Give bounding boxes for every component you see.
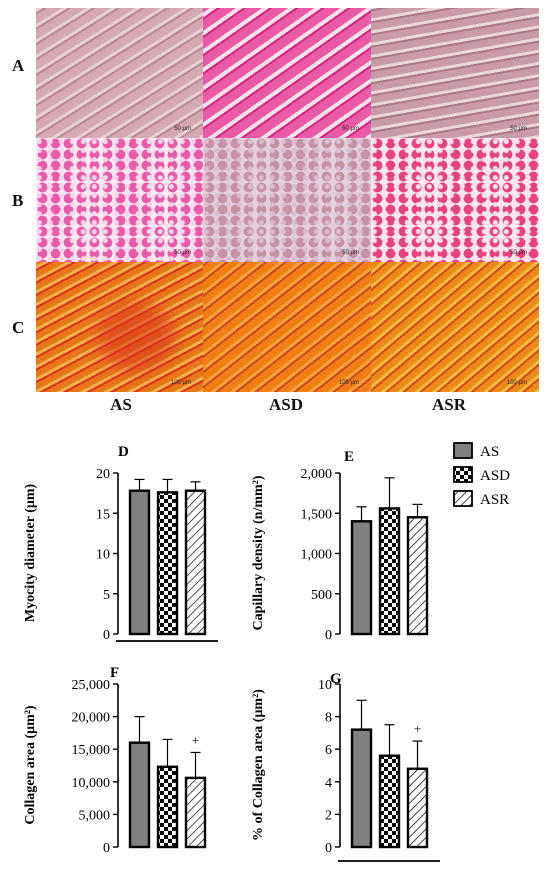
scale-bar-label: 50 μm [510, 250, 527, 256]
y-tick-label: 20,000 [72, 711, 111, 726]
y-tick-label: 8 [325, 711, 332, 726]
bar-asr [406, 767, 429, 849]
panel-label: G [330, 671, 342, 687]
micrograph-he-cross-asr: 50 μm [371, 138, 539, 262]
y-tick-label: 500 [311, 588, 332, 603]
chart-f: F 0 5,000 10,000 15,000 20,000 25,000 Collagen … [23, 640, 218, 856]
scale-bar-label: 50 μm [174, 126, 191, 132]
micrograph-picrosirius-as: 100 μm [36, 262, 203, 392]
significance-marker: + [192, 732, 199, 747]
y-tick-label: 10 [318, 678, 332, 693]
bar-as [128, 489, 151, 636]
chart-e: E 0 500 1,000 1,500 2,000 Capillary density (n… [251, 449, 440, 862]
scale-bar-label: 50 μm [342, 250, 359, 256]
y-tick-label: 6 [325, 743, 332, 758]
panel-label: D [118, 444, 129, 460]
scale-bar-label: 50 μm [510, 126, 527, 132]
row-label-a: A [12, 56, 25, 75]
y-tick-label: 15 [96, 507, 110, 522]
micrograph-picrosirius-asr: 100 μm [371, 262, 539, 392]
micrograph-he-long-asr: 50 μm [371, 8, 539, 138]
bar-as [128, 741, 151, 849]
y-tick-label: 10,000 [72, 776, 111, 791]
y-tick-label: 10 [96, 548, 110, 563]
legend-swatch-asr [453, 490, 473, 507]
legend-label-asd: ASD [480, 468, 510, 484]
legend-swatch-as [453, 442, 473, 459]
y-tick-label: 4 [325, 776, 332, 791]
y-tick-label: 0 [325, 841, 332, 856]
bar-asr [184, 489, 207, 636]
bar-asr [184, 776, 207, 849]
row-label-b: B [12, 191, 24, 210]
bar-asd [378, 507, 401, 636]
micrograph-he-long-asd: 50 μm [203, 8, 371, 138]
bar-asd [156, 491, 179, 636]
y-tick-label: 5 [103, 588, 110, 603]
legend-label-as: AS [480, 444, 499, 460]
y-tick-label: 5,000 [79, 808, 111, 823]
micrograph-he-cross-as: 50 μm [36, 138, 203, 262]
chart-d: D 0 5 10 15 20 Myocity diameter (μm) [23, 444, 218, 643]
y-tick-label: 15,000 [72, 743, 111, 758]
bar-asd [378, 754, 401, 849]
chart-g: G 0 2 4 6 8 10 % of Collagen area (μm²) + [251, 671, 440, 862]
y-tick-label: 0 [103, 841, 110, 856]
micrograph-he-long-as: 50 μm [36, 8, 203, 138]
y-axis-label: Collagen area (μm²) [23, 705, 38, 825]
scale-bar-label: 100 μm [170, 380, 191, 386]
y-tick-label: 20 [96, 467, 110, 482]
y-tick-label: 25,000 [72, 678, 111, 693]
legend: AS ASD ASR [453, 442, 510, 508]
scale-bar-label: 100 μm [506, 380, 527, 386]
panel-label: E [344, 449, 354, 465]
panel-label: F [110, 665, 119, 681]
y-tick-label: 1,500 [301, 507, 333, 522]
y-tick-label: 1,000 [301, 548, 333, 563]
row-label-c: C [12, 318, 25, 337]
y-axis-label: Myocity diameter (μm) [23, 484, 38, 623]
y-tick-label: 0 [325, 628, 332, 643]
micrograph-he-cross-asd: 50 μm [203, 138, 371, 262]
bar-as [350, 728, 373, 849]
legend-label-asr: ASR [480, 492, 509, 508]
y-tick-label: 2 [325, 808, 332, 823]
column-label-asr: ASR [431, 395, 466, 414]
y-tick-label: 2,000 [301, 467, 333, 482]
scale-bar-label: 50 μm [342, 126, 359, 132]
scale-bar-label: 50 μm [174, 250, 191, 256]
scale-bar-label: 100 μm [338, 380, 359, 386]
bar-asd [156, 765, 179, 849]
bar-as [350, 520, 373, 636]
significance-marker: + [414, 721, 421, 736]
y-axis-label: % of Collagen area (μm²) [251, 689, 266, 841]
y-axis-label: Capillary density (n/mm²) [251, 475, 266, 630]
y-tick-label: 0 [103, 628, 110, 643]
column-label-as: AS [110, 395, 132, 414]
bar-asr [406, 516, 429, 636]
column-label-asd: ASD [268, 395, 303, 414]
legend-swatch-asd [453, 466, 473, 483]
micrograph-picrosirius-asd: 100 μm [203, 262, 371, 392]
